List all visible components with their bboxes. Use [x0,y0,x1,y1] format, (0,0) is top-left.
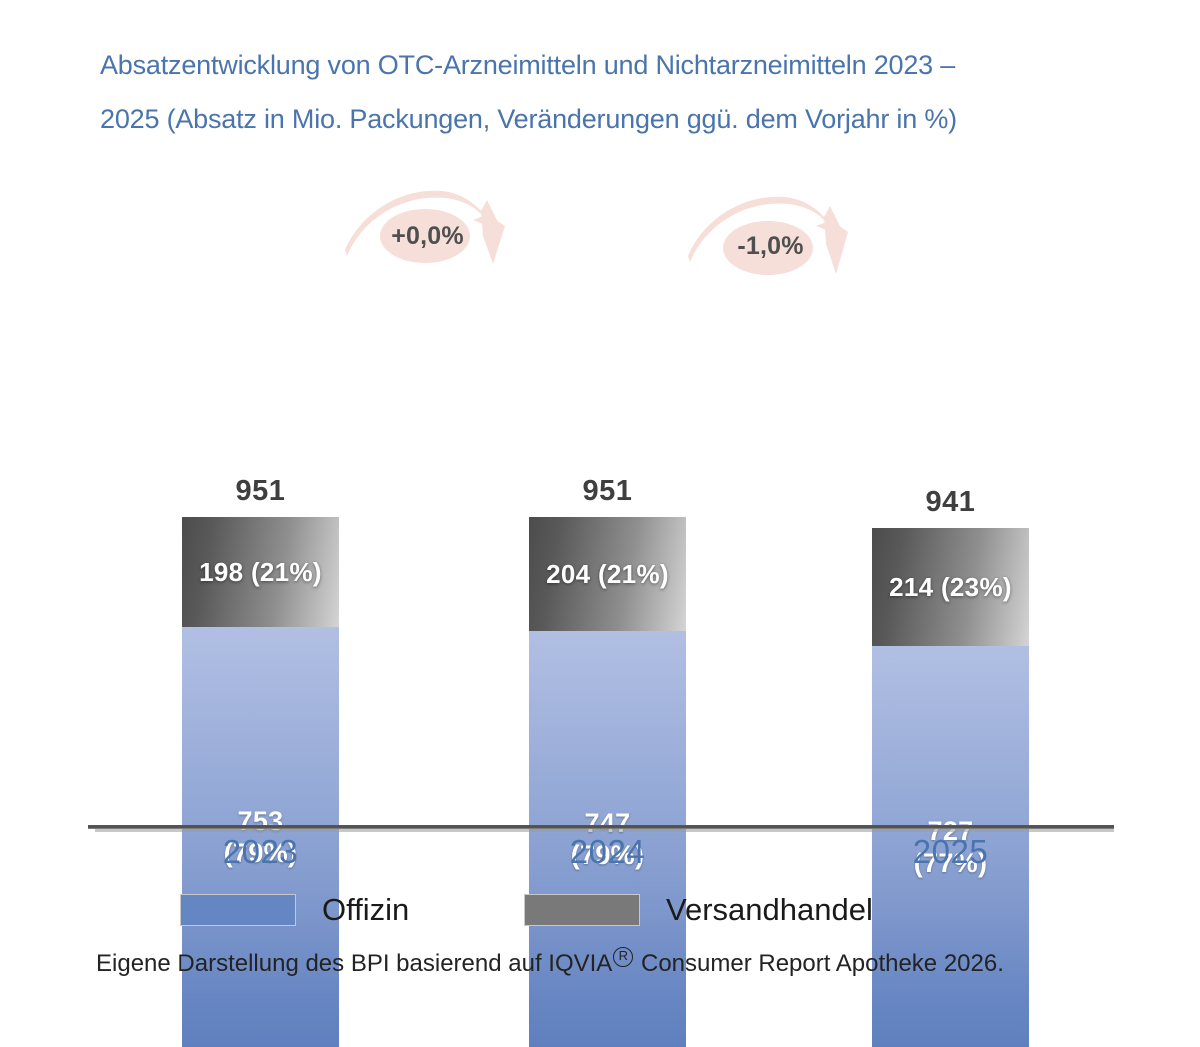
bar-group-2023[interactable]: 951 198 (21%) 753 (79%) [182,475,339,1047]
delta-annotation-2023-2024: +0,0% [345,190,510,264]
bar-segment-label-versandhandel-2025: 214 (23%) [889,572,1012,602]
registered-trademark-icon: R [613,947,634,967]
delta-label-2024-2025: -1,0% [737,232,804,260]
delta-label-2023-2024: +0,0% [391,222,464,250]
bar-segment-versandhandel-2024[interactable]: 204 (21%) [529,517,686,631]
axis-shadow [95,829,1114,832]
footnote-text-after: Consumer Report Apotheke 2026. [640,950,1004,977]
bar-segment-value-offizin-2024: 747 [584,808,631,838]
legend-swatch-versandhandel [524,894,640,926]
legend-label-offizin: Offizin [322,892,410,927]
bar-segment-share-offizin-2023: (79%) [223,838,298,868]
legend-label-versandhandel: Versandhandel [666,892,873,927]
curved-arrow-icon [345,190,505,264]
bar-segment-versandhandel-2023[interactable]: 198 (21%) [182,517,339,627]
bar-segment-offizin-2023[interactable]: 753 (79%) [182,627,339,1047]
category-label-2024: 2024 [569,833,646,870]
bar-segment-label-offizin-2024: 747 (79%) [571,807,645,871]
footnote-text-before: Eigene Darstellung des BPI basierend auf… [96,950,613,977]
bar-segment-versandhandel-2025[interactable]: 214 (23%) [872,528,1029,646]
bar-segment-share-offizin-2025: (77%) [913,847,988,878]
category-label-2025: 2025 [912,833,989,870]
bar-total-label-2024: 951 [582,475,633,507]
bar-total-label-2025: 941 [925,486,976,518]
bar-segment-label-versandhandel-2023: 198 (21%) [199,557,322,587]
bar-segment-share-offizin-2024: (79%) [570,840,645,870]
delta-annotation-2024-2025: -1,0% [688,196,853,278]
bar-group-2024[interactable]: 951 204 (21%) 747 (79%) [529,475,686,1047]
bar-segment-label-versandhandel-2024: 204 (21%) [546,559,669,589]
category-label-2023: 2023 [222,833,299,870]
legend-item-versandhandel[interactable]: Versandhandel [524,892,873,928]
bar-segment-offizin-2025[interactable]: 727 (77%) [872,646,1029,1047]
chart-legend: Offizin Versandhandel [180,892,980,932]
chart-footnote: Eigene Darstellung des BPI basierend auf… [96,947,1004,978]
axis-baseline [88,825,1114,829]
legend-swatch-offizin [180,894,296,926]
bar-total-label-2023: 951 [235,475,286,507]
legend-item-offizin[interactable]: Offizin [180,892,409,928]
bar-group-2025[interactable]: 941 214 (23%) 727 (77%) [872,486,1029,1047]
curved-arrow-icon [688,196,848,275]
bar-segment-offizin-2024[interactable]: 747 (79%) [529,631,686,1047]
chart-title: Absatzentwicklung von OTC-Arzneimitteln … [100,50,957,134]
